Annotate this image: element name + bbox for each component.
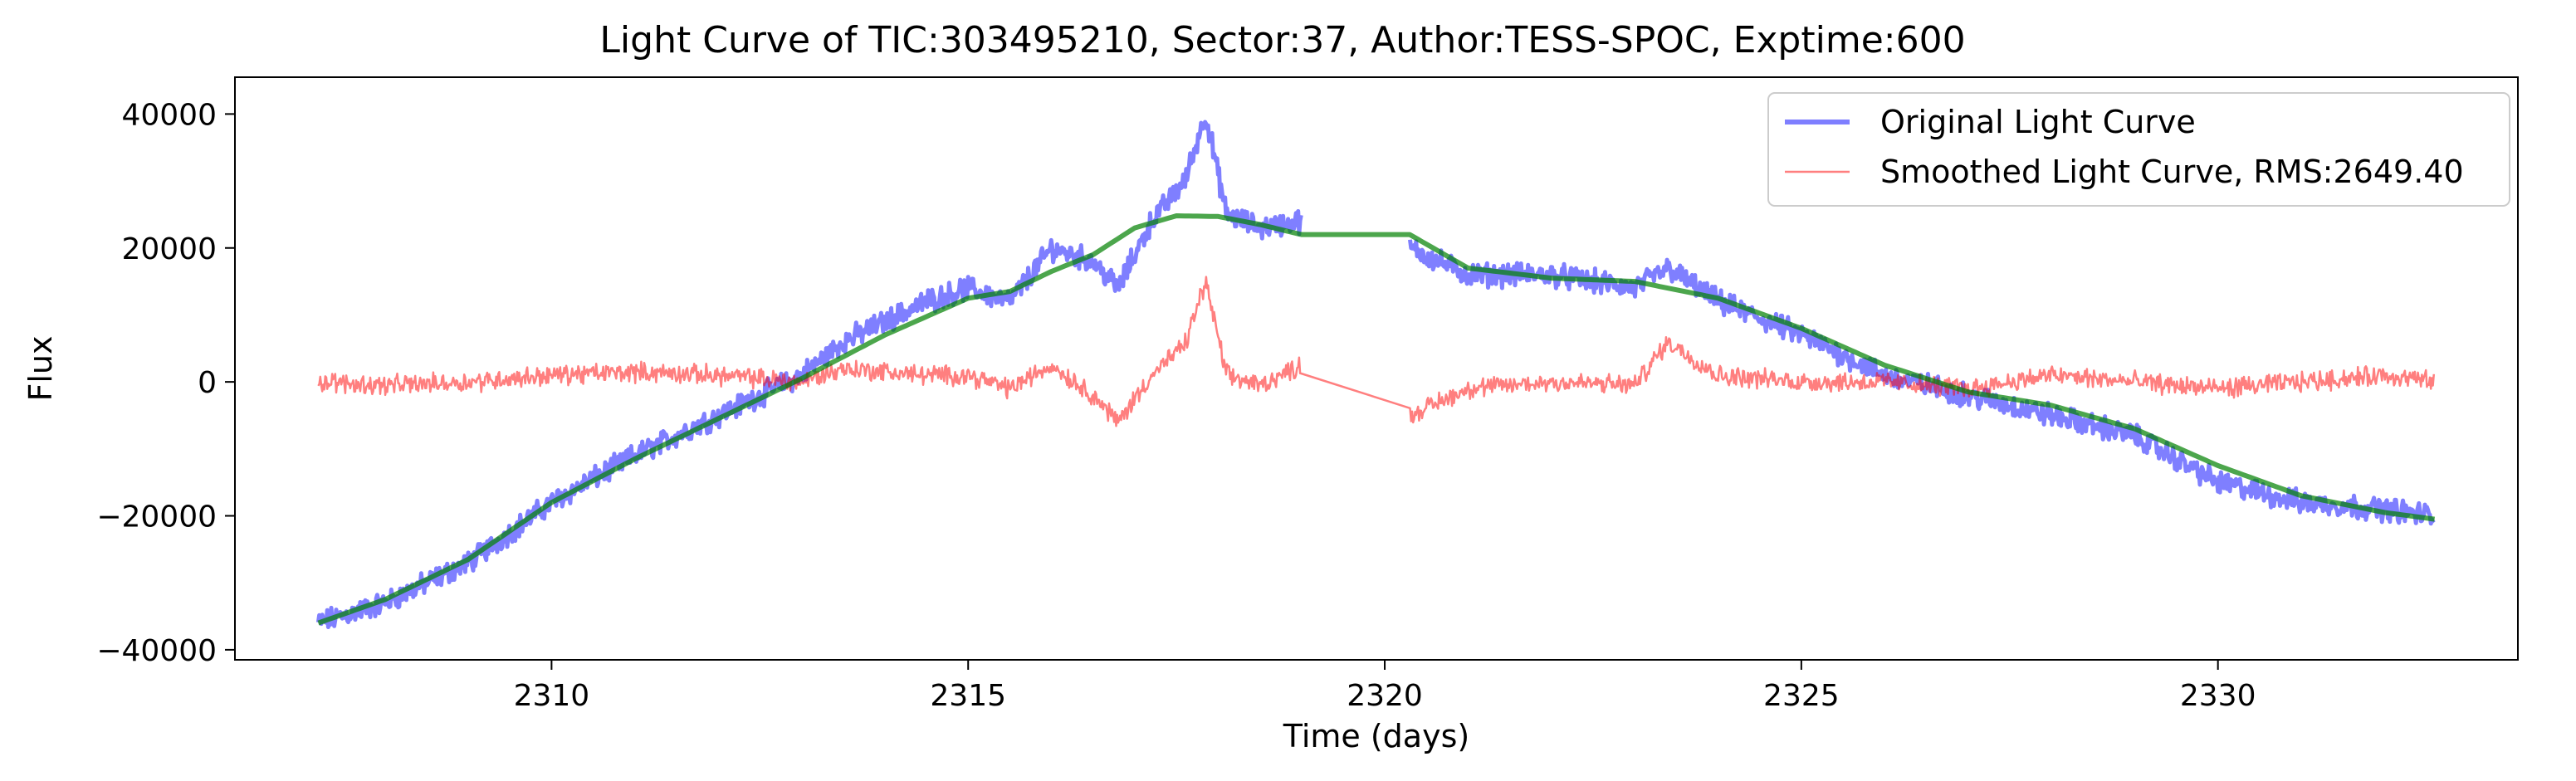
series-line-residual [317,276,2436,427]
legend-label-smoothed: Smoothed Light Curve, RMS:2649.40 [1880,154,2464,190]
legend-label-original: Original Light Curve [1880,104,2196,140]
chart-legend: Original Light Curve Smoothed Light Curv… [1767,92,2510,207]
ticks-layer: 2310 2315 2320 2325 2330 −40000 −20000 0 20000 40… [96,98,2256,713]
legend-box [1767,92,2510,207]
y-tick-label: 20000 [121,232,217,266]
x-tick-label: 2325 [1763,679,1840,713]
y-tick-label: 40000 [121,98,217,132]
series-layer [315,120,2436,629]
y-tick-label: 0 [198,366,217,400]
x-tick-label: 2320 [1347,679,1423,713]
y-axis-label: Flux [22,336,59,402]
y-tick-label: −40000 [96,634,217,668]
plot-frame [234,76,2519,661]
x-tick-label: 2315 [930,679,1006,713]
x-tick-label: 2310 [514,679,590,713]
x-tick-label: 2330 [2180,679,2256,713]
x-axis-label: Time (days) [1283,718,1469,754]
y-tick-label: −20000 [96,500,217,534]
series-line-trend [317,213,2436,626]
chart-title: Light Curve of TIC:303495210, Sector:37,… [599,19,1965,61]
